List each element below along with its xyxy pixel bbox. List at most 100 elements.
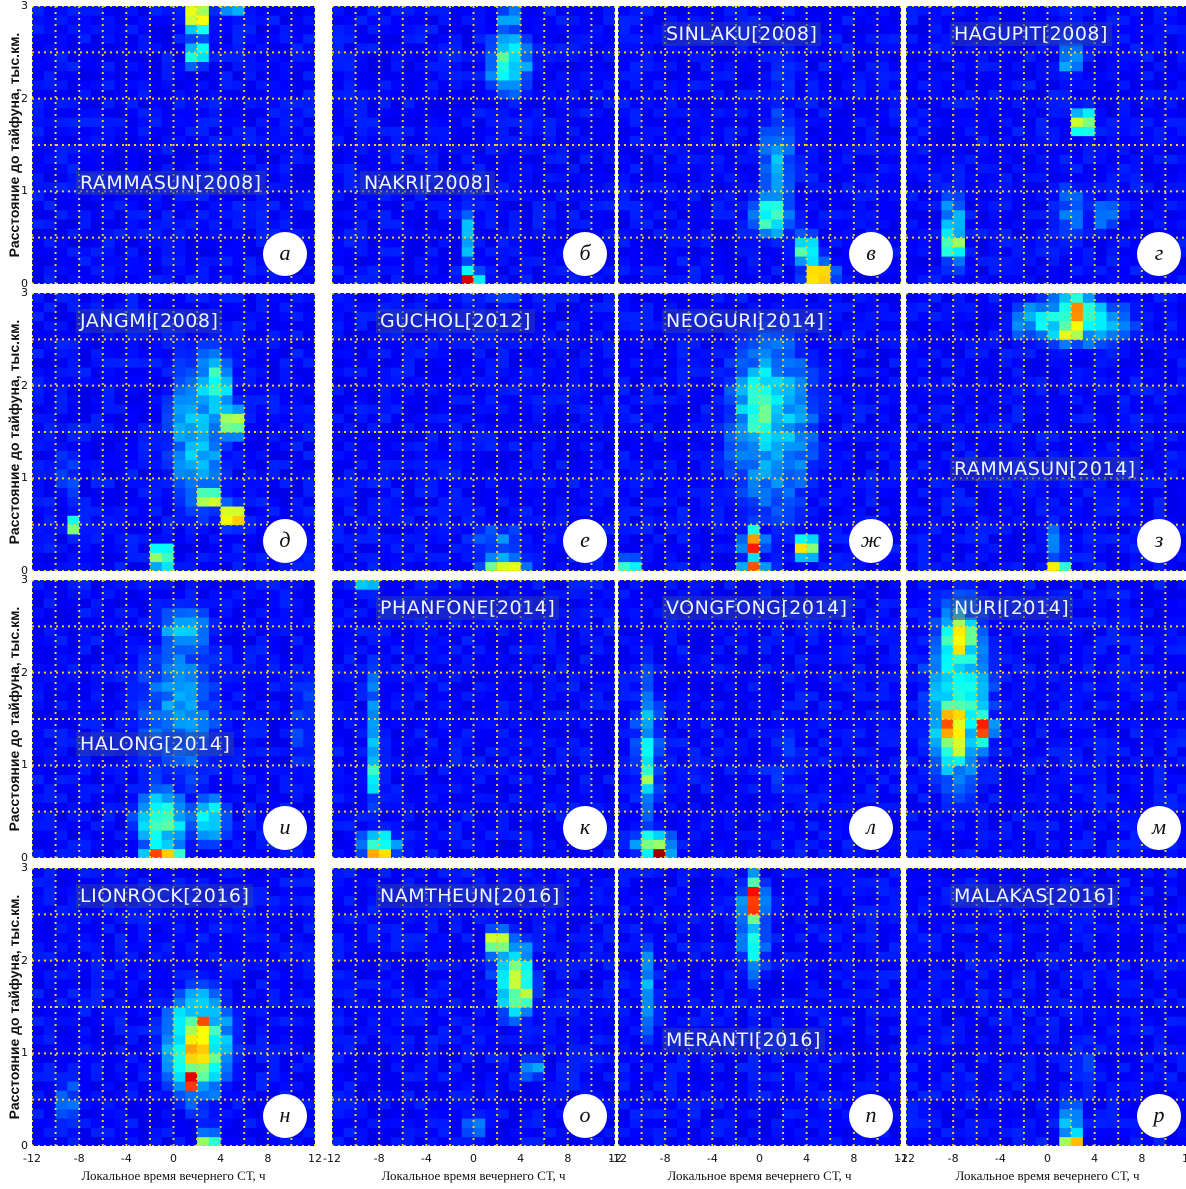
heatmap-cell	[232, 320, 245, 331]
heatmap-cell	[291, 487, 304, 498]
heatmap-cell	[747, 376, 760, 387]
heatmap-cell	[1012, 135, 1025, 146]
heatmap-cell	[279, 348, 292, 359]
heatmap-cell	[1153, 33, 1166, 44]
heatmap-cell	[267, 469, 281, 479]
heatmap-cell	[449, 376, 463, 387]
heatmap-cell	[771, 302, 784, 312]
heatmap-cell	[244, 191, 257, 201]
heatmap-cell	[794, 459, 808, 470]
heatmap-cell	[759, 89, 772, 100]
heatmap-cell	[532, 246, 545, 257]
heatmap-cell	[473, 246, 486, 257]
heatmap-cell	[629, 145, 642, 155]
heatmap-cell	[303, 172, 315, 183]
heatmap-cell	[906, 219, 919, 229]
heatmap-cell	[629, 163, 642, 174]
heatmap-cell	[724, 302, 737, 312]
heatmap-cell	[747, 441, 760, 451]
heatmap-cell	[79, 191, 92, 201]
heatmap-cell	[1141, 24, 1155, 35]
heatmap-cell	[485, 432, 498, 442]
heatmap-cell	[332, 524, 345, 535]
heatmap-cell	[303, 320, 315, 331]
heatmap-cell	[579, 52, 592, 62]
heatmap-cell	[1035, 228, 1048, 239]
heatmap-cell	[747, 237, 760, 248]
heatmap-cell	[355, 246, 368, 257]
heatmap-cell	[279, 135, 292, 146]
heatmap-cell	[603, 561, 615, 571]
heatmap-cell	[1000, 43, 1013, 53]
heatmap-cell	[724, 191, 737, 201]
heatmap-cell	[532, 348, 545, 359]
heatmap-cell	[173, 293, 186, 303]
heatmap-cell	[497, 469, 510, 479]
heatmap-cell	[783, 357, 796, 368]
heatmap-cell	[244, 348, 257, 359]
heatmap-cell	[520, 357, 533, 368]
heatmap-cell	[67, 61, 80, 72]
heatmap-cell	[1094, 126, 1107, 137]
heatmap-cell	[917, 80, 930, 90]
heatmap-cell	[438, 61, 451, 72]
heatmap-cell	[67, 404, 80, 414]
heatmap-cell	[676, 107, 690, 118]
heatmap-cell	[438, 450, 451, 461]
heatmap-cell	[724, 552, 737, 563]
heatmap-cell	[853, 154, 867, 164]
heatmap-cell	[842, 209, 855, 220]
heatmap-cell	[700, 524, 713, 535]
heatmap-cell	[185, 478, 198, 488]
heatmap-cell	[520, 61, 533, 72]
heatmap-cell	[842, 6, 855, 16]
heatmap-cell	[712, 561, 725, 571]
heatmap-cell	[520, 487, 533, 498]
heatmap-cell	[618, 357, 631, 368]
heatmap-cell	[1071, 237, 1084, 248]
heatmap-cell	[497, 246, 510, 257]
heatmap-cell	[567, 52, 581, 62]
heatmap-cell	[508, 533, 522, 544]
heatmap-cell	[629, 524, 642, 535]
heatmap-cell	[343, 256, 356, 266]
heatmap-cell	[700, 357, 713, 368]
heatmap-cell	[291, 515, 304, 526]
heatmap-cell	[32, 219, 45, 229]
heatmap-cell	[724, 265, 737, 276]
heatmap-cell	[197, 256, 210, 266]
heatmap-cell	[114, 394, 127, 405]
heatmap-cell	[579, 357, 592, 368]
heatmap-cell	[497, 302, 510, 312]
heatmap-cell	[402, 441, 415, 451]
heatmap-cell	[267, 487, 281, 498]
heatmap-cell	[114, 487, 127, 498]
heatmap-cell	[629, 172, 642, 183]
heatmap-cell	[1000, 154, 1013, 164]
heatmap-cell	[426, 515, 439, 526]
heatmap-cell	[889, 24, 901, 35]
heatmap-cell	[603, 145, 615, 155]
heatmap-cell	[67, 52, 80, 62]
heatmap-cell	[941, 107, 954, 118]
heatmap-cell	[700, 61, 713, 72]
heatmap-cell	[414, 302, 427, 312]
heatmap-cell	[102, 339, 115, 349]
heatmap-cell	[367, 43, 380, 53]
heatmap-cell	[556, 145, 569, 155]
heatmap-cell	[173, 98, 186, 109]
heatmap-cell	[783, 413, 796, 424]
heatmap-cell	[256, 367, 269, 377]
heatmap-cell	[771, 98, 784, 109]
heatmap-cell	[161, 422, 174, 433]
heatmap-cell	[629, 357, 642, 368]
heatmap-cell	[55, 459, 68, 470]
heatmap-cell	[520, 6, 533, 16]
heatmap-cell	[747, 145, 760, 155]
heatmap-cell	[208, 145, 222, 155]
heatmap-cell	[426, 293, 439, 303]
heatmap-cell	[567, 117, 581, 127]
heatmap-cell	[402, 107, 415, 118]
heatmap-cell	[126, 117, 139, 127]
heatmap-cell	[1106, 15, 1119, 25]
